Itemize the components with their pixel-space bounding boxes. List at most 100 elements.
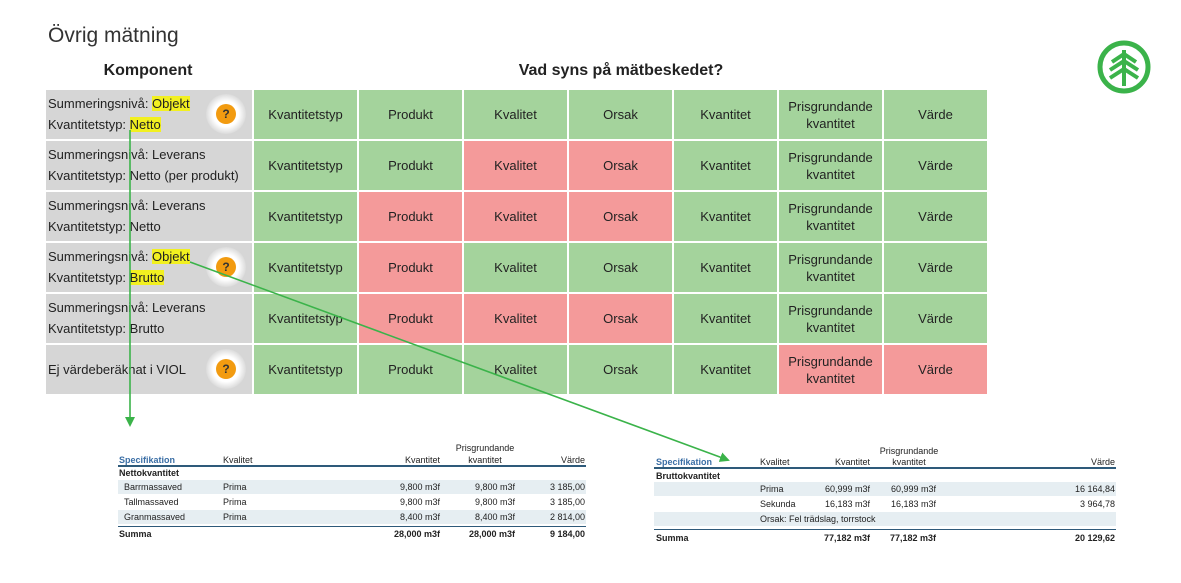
cell-kvantitetstyp: Kvantitetstyp: [254, 141, 357, 190]
cell-kvantitet: Kvantitet: [674, 294, 777, 343]
grid-row-objekt-brutto: Summeringsnivå: Objekt Kvantitetstyp: Br…: [46, 243, 990, 292]
cell-produkt: Produkt: [359, 345, 462, 394]
cell-orsak: Orsak: [569, 141, 672, 190]
cell-kvantitetstyp: Kvantitetstyp: [254, 294, 357, 343]
row-name: Barrmassaved: [124, 482, 183, 492]
cell-varde: Värde: [884, 141, 987, 190]
vad-syns-heading: Vad syns på mätbeskedet?: [518, 62, 724, 79]
group-label: Nettokvantitet: [119, 468, 180, 478]
cell-kvalitet: Kvalitet: [464, 141, 567, 190]
row-varde: 3 185,00: [549, 482, 585, 492]
pris-header-line1: Prisgrundande: [455, 443, 515, 453]
cell-kvalitet: Kvalitet: [464, 243, 567, 292]
cell-kvantitetstyp: Kvantitetstyp: [254, 243, 357, 292]
component-cell: Summeringsnivå: Leverans Kvantitetstyp: …: [46, 192, 252, 241]
type-label: Kvantitetstyp:: [48, 270, 130, 285]
question-icon: ?: [216, 359, 236, 379]
spec-header: Specifikation: [656, 457, 713, 467]
cell-prisgrundande: Prisgrundande kvantitet: [779, 294, 882, 343]
row-varde: 3 964,78: [1079, 499, 1115, 509]
row-kvantitet: 60,999 m3f: [824, 484, 870, 494]
row-pris: 16,183 m3f: [890, 499, 936, 509]
cell-kvantitet: Kvantitet: [674, 243, 777, 292]
header-rule: [118, 465, 586, 467]
row-pris: 9,800 m3f: [474, 482, 515, 492]
varde-header: Värde: [560, 455, 585, 465]
type-label: Kvantitetstyp: Netto: [48, 219, 161, 234]
summa-varde: 20 129,62: [1074, 533, 1115, 543]
kvantitet-header: Kvantitet: [834, 457, 870, 467]
row-varde: 3 185,00: [549, 497, 585, 507]
summa-rule: [118, 526, 586, 527]
pris-header-line2: kvantitet: [892, 457, 926, 467]
cell-kvantitetstyp: Kvantitetstyp: [254, 345, 357, 394]
cell-orsak: Orsak: [569, 192, 672, 241]
help-badge[interactable]: ?: [206, 247, 246, 287]
spec-header: Specifikation: [119, 455, 176, 465]
component-cell: Summeringsnivå: Objekt Kvantitetstyp: Ne…: [46, 90, 252, 139]
group-label: Bruttokvantitet: [656, 471, 721, 481]
type-label: Kvantitetstyp: Brutto: [48, 321, 165, 336]
summa-rule: [654, 529, 1116, 530]
summa-pris: 28,000 m3f: [468, 529, 515, 539]
level-label: Summeringsnivå: Leverans: [48, 300, 206, 315]
summa-label: Summa: [119, 529, 152, 539]
row-kvalitet: Prima: [223, 512, 247, 522]
cell-produkt: Produkt: [359, 192, 462, 241]
cell-kvantitetstyp: Kvantitetstyp: [254, 90, 357, 139]
cell-kvalitet: Kvalitet: [464, 90, 567, 139]
cell-prisgrundande: Prisgrundande kvantitet: [779, 243, 882, 292]
cell-varde: Värde: [884, 345, 987, 394]
pris-header-line1: Prisgrundande: [879, 446, 939, 456]
cell-orsak: Orsak: [569, 90, 672, 139]
grid-row-leverans-brutto: Summeringsnivå: Leverans Kvantitetstyp: …: [46, 294, 990, 343]
row-pris: 60,999 m3f: [890, 484, 936, 494]
question-icon: ?: [216, 257, 236, 277]
cell-orsak: Orsak: [569, 345, 672, 394]
level-label: Summeringsnivå: Leverans: [48, 147, 206, 162]
summa-pris: 77,182 m3f: [889, 533, 936, 543]
cell-kvantitet: Kvantitet: [674, 141, 777, 190]
tree-logo-icon: [1097, 40, 1151, 94]
component-cell: Ej värdeberäknat i VIOL ?: [46, 345, 252, 394]
orsak-text: Orsak: Fel trädslag, torrstock: [760, 514, 876, 524]
component-cell: Summeringsnivå: Leverans Kvantitetstyp: …: [46, 141, 252, 190]
level-value-highlight: Objekt: [152, 96, 190, 111]
component-cell: Summeringsnivå: Leverans Kvantitetstyp: …: [46, 294, 252, 343]
component-cell: Summeringsnivå: Objekt Kvantitetstyp: Br…: [46, 243, 252, 292]
type-label: Kvantitetstyp:: [48, 117, 130, 132]
summa-varde: 9 184,00: [549, 529, 585, 539]
row-pris: 9,800 m3f: [474, 497, 515, 507]
summa-kvantitet: 28,000 m3f: [393, 529, 440, 539]
cell-prisgrundande: Prisgrundande kvantitet: [779, 90, 882, 139]
cell-prisgrundande: Prisgrundande kvantitet: [779, 141, 882, 190]
row-varde: 16 164,84: [1074, 484, 1115, 494]
type-label: Kvantitetstyp: Netto (per produkt): [48, 168, 239, 183]
header-rule: [654, 467, 1116, 469]
row-band: [654, 482, 1116, 496]
component-label: Ej värdeberäknat i VIOL: [48, 362, 187, 377]
grid-row-leverans-netto: Summeringsnivå: Leverans Kvantitetstyp: …: [46, 192, 990, 241]
komponent-heading: Komponent: [103, 62, 193, 79]
level-label: Summeringsnivå: Leverans: [48, 198, 206, 213]
row-kvantitet: 8,400 m3f: [399, 512, 440, 522]
summa-kvantitet: 77,182 m3f: [823, 533, 870, 543]
cell-varde: Värde: [884, 90, 987, 139]
help-badge[interactable]: ?: [206, 94, 246, 134]
grid-row-objekt-netto: Summeringsnivå: Objekt Kvantitetstyp: Ne…: [46, 90, 990, 139]
kvantitet-header: Kvantitet: [404, 455, 440, 465]
cell-kvalitet: Kvalitet: [464, 345, 567, 394]
cell-produkt: Produkt: [359, 294, 462, 343]
cell-kvalitet: Kvalitet: [464, 192, 567, 241]
row-name: Granmassaved: [124, 512, 186, 522]
row-kvalitet: Prima: [223, 482, 247, 492]
cell-orsak: Orsak: [569, 243, 672, 292]
row-kvantitet: 9,800 m3f: [399, 497, 440, 507]
cell-kvantitetstyp: Kvantitetstyp: [254, 192, 357, 241]
pris-header-line2: kvantitet: [468, 455, 502, 465]
question-icon: ?: [216, 104, 236, 124]
row-kvantitet: 9,800 m3f: [399, 482, 440, 492]
row-name: Tallmassaved: [124, 497, 179, 507]
help-badge[interactable]: ?: [206, 349, 246, 389]
row-band: [118, 480, 586, 494]
